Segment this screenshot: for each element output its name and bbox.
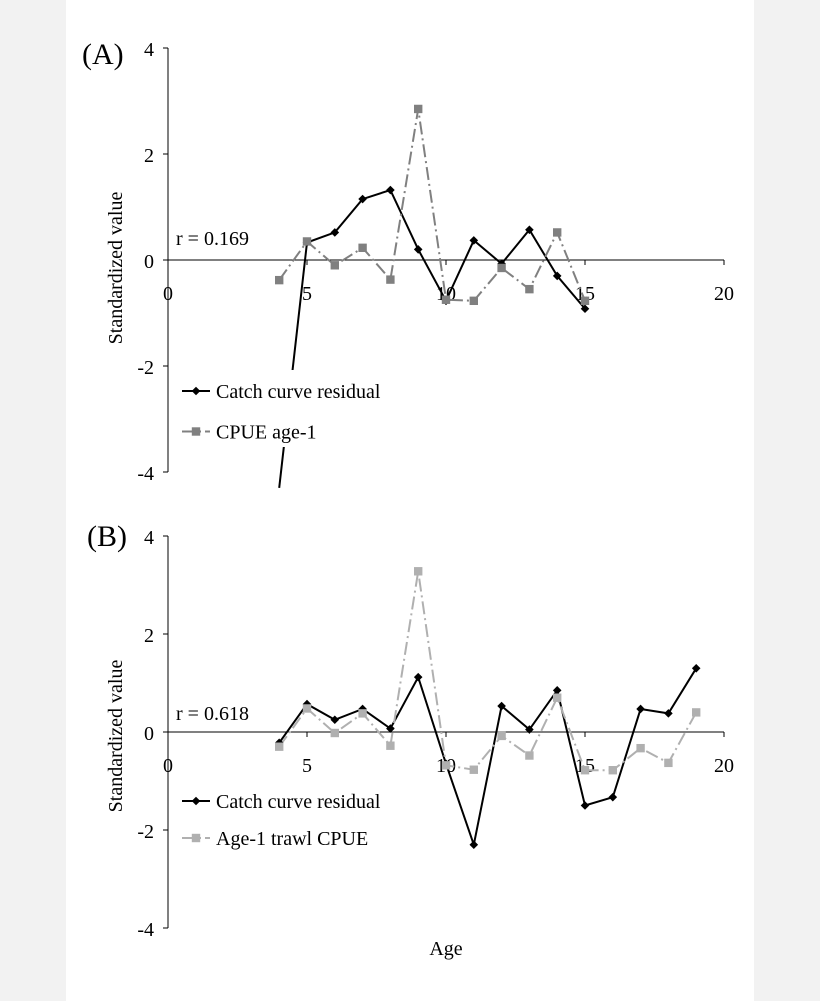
series-1-point bbox=[580, 296, 590, 306]
series-1-point bbox=[469, 765, 478, 774]
y-tick-label: -4 bbox=[137, 463, 154, 485]
series-line-0 bbox=[278, 667, 698, 849]
legend-marker bbox=[191, 796, 201, 806]
series-1-point bbox=[469, 296, 478, 306]
series-1-point bbox=[497, 263, 506, 273]
y-tick-label: -2 bbox=[137, 357, 154, 379]
series-0-point bbox=[413, 245, 423, 254]
legend-label: Age-1 trawl CPUE bbox=[216, 828, 368, 850]
series-0-point bbox=[469, 840, 479, 849]
x-tick-label: 0 bbox=[163, 283, 173, 305]
series-1-point bbox=[692, 708, 701, 717]
panel-label: (A) bbox=[82, 38, 124, 71]
series-1-point bbox=[525, 284, 534, 294]
series-1-point bbox=[580, 766, 590, 775]
correlation-annotation: r = 0.169 bbox=[176, 228, 249, 250]
series-0-point bbox=[525, 225, 534, 235]
series-1-point bbox=[330, 728, 339, 738]
series-0-point bbox=[497, 701, 506, 711]
series-1-point bbox=[664, 758, 673, 768]
series-0-point bbox=[636, 704, 645, 714]
legend-box bbox=[178, 780, 408, 850]
series-1-point bbox=[441, 761, 451, 770]
series-1-point bbox=[275, 742, 284, 751]
y-axis-title: Standardized value bbox=[105, 660, 127, 813]
y-tick-label: 2 bbox=[144, 625, 154, 647]
legend-marker bbox=[191, 386, 201, 396]
series-0-point bbox=[552, 271, 562, 281]
x-tick-label: 5 bbox=[302, 755, 312, 777]
series-1-point bbox=[636, 743, 645, 753]
legend-label: Catch curve residual bbox=[216, 381, 381, 403]
y-tick-label: 2 bbox=[144, 145, 154, 167]
series-1-point bbox=[553, 693, 562, 702]
panel-label: (B) bbox=[87, 520, 127, 553]
series-0-point bbox=[358, 194, 367, 204]
series-1-point bbox=[275, 275, 284, 285]
x-axis-title: Age bbox=[429, 938, 462, 960]
y-tick-label: 0 bbox=[144, 723, 154, 745]
right-margin-band bbox=[754, 0, 820, 1001]
series-line-1 bbox=[278, 571, 698, 772]
series-0-point bbox=[608, 792, 618, 802]
series-0-point bbox=[330, 715, 340, 725]
legend-label: Catch curve residual bbox=[216, 791, 381, 813]
correlation-annotation: r = 0.618 bbox=[176, 703, 249, 725]
series-1-point bbox=[608, 766, 617, 775]
series-1-point bbox=[386, 741, 395, 750]
series-1-point bbox=[414, 104, 423, 114]
x-tick-label: 5 bbox=[302, 283, 312, 305]
series-1-point bbox=[553, 228, 562, 237]
series-0-point bbox=[552, 686, 562, 695]
y-tick-label: -4 bbox=[137, 919, 154, 941]
series-0-point bbox=[330, 228, 340, 237]
series-1-point bbox=[302, 704, 312, 713]
series-line-1 bbox=[278, 108, 586, 302]
series-1-point bbox=[358, 709, 367, 718]
series-0-point bbox=[525, 725, 534, 734]
y-tick-label: 0 bbox=[144, 251, 154, 273]
series-0-point bbox=[469, 236, 479, 245]
series-0-point bbox=[497, 259, 506, 269]
series-0-point bbox=[580, 801, 590, 810]
legend-label: CPUE age-1 bbox=[216, 422, 317, 444]
series-0-point bbox=[580, 304, 590, 314]
series-1-point bbox=[358, 243, 367, 253]
series-1-point bbox=[525, 751, 534, 760]
left-margin-band bbox=[0, 0, 66, 1001]
series-0-point bbox=[664, 709, 673, 718]
legend-box bbox=[178, 370, 408, 447]
x-tick-label: 0 bbox=[163, 755, 173, 777]
y-axis-title: Standardized value bbox=[105, 192, 127, 345]
x-tick-label: 20 bbox=[714, 755, 734, 777]
x-tick-label: 20 bbox=[714, 283, 734, 305]
legend-marker bbox=[191, 427, 201, 436]
series-line-0 bbox=[278, 188, 586, 489]
series-0-point bbox=[413, 672, 423, 682]
y-tick-label: 4 bbox=[144, 527, 154, 549]
series-0-point bbox=[386, 185, 395, 195]
series-0-point bbox=[691, 664, 701, 673]
legend-marker bbox=[191, 833, 201, 843]
y-tick-label: -2 bbox=[137, 821, 154, 843]
series-1-point bbox=[386, 275, 395, 284]
series-1-point bbox=[497, 731, 506, 741]
y-tick-label: 4 bbox=[144, 39, 154, 61]
series-1-point bbox=[414, 567, 423, 576]
series-1-point bbox=[302, 237, 312, 246]
series-1-point bbox=[330, 261, 339, 270]
x-tick-label: 15 bbox=[575, 755, 595, 777]
series-0-point bbox=[386, 724, 395, 733]
series-1-point bbox=[441, 295, 451, 304]
